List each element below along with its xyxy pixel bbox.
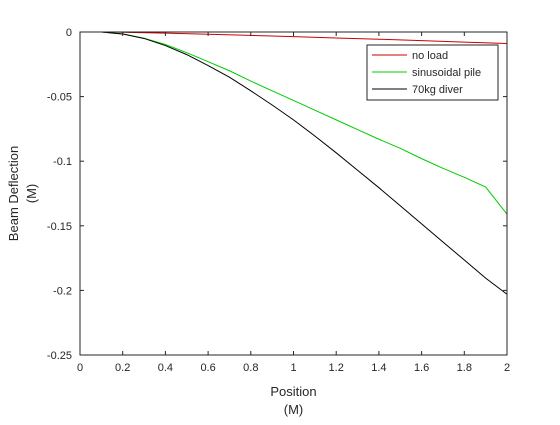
y-axis-title: Beam Deflection: [6, 146, 21, 241]
x-tick-label: 1.8: [457, 362, 472, 374]
y-tick-label: -0.05: [47, 92, 72, 104]
series-line-70kg-diver: [101, 31, 508, 295]
y-axis-unit: (M): [24, 184, 39, 204]
x-tick-label: 1.6: [414, 362, 429, 374]
series-line-sinusoidal-pile: [101, 31, 508, 215]
y-tick-label: -0.1: [53, 156, 72, 168]
y-tick-label: -0.15: [47, 221, 72, 233]
y-tick-label: -0.2: [53, 285, 72, 297]
x-tick-label: 0.6: [200, 362, 215, 374]
legend-label: sinusoidal pile: [412, 67, 481, 79]
x-tick-label: 1.2: [329, 362, 344, 374]
x-axis-title: Position: [270, 384, 316, 399]
series-line-no-load: [101, 31, 508, 44]
x-tick-label: 1: [290, 362, 296, 374]
x-tick-label: 2: [504, 362, 510, 374]
x-tick-label: 0: [77, 362, 83, 374]
x-tick-label: 0.8: [243, 362, 258, 374]
x-axis-unit: (M): [284, 402, 304, 417]
legend-label: 70kg diver: [412, 84, 463, 96]
y-tick-label: 0: [66, 27, 72, 39]
x-tick-label: 1.4: [371, 362, 386, 374]
y-tick-label: -0.25: [47, 350, 72, 362]
legend-label: no load: [412, 50, 448, 62]
x-tick-label: 0.2: [115, 362, 130, 374]
x-tick-label: 0.4: [158, 362, 173, 374]
